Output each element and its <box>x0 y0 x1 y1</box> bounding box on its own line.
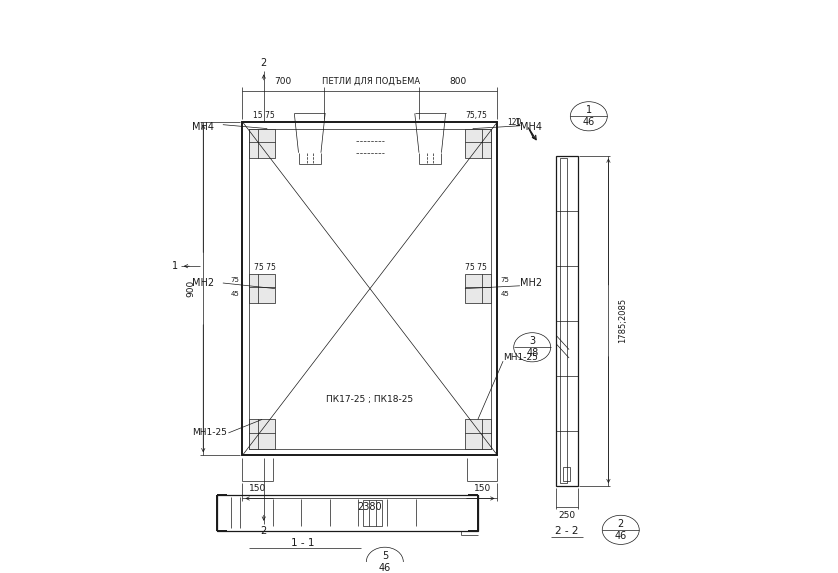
Bar <box>242 122 498 456</box>
Text: 3: 3 <box>529 336 535 346</box>
Text: 5: 5 <box>381 551 388 560</box>
Text: 75: 75 <box>501 277 510 283</box>
Bar <box>249 128 491 449</box>
Text: 150: 150 <box>473 484 491 493</box>
Text: МН1-25: МН1-25 <box>503 353 538 362</box>
Text: 1785;2085: 1785;2085 <box>618 299 627 343</box>
Text: 2: 2 <box>261 58 266 68</box>
Text: 45: 45 <box>501 292 510 297</box>
Bar <box>465 128 491 158</box>
Bar <box>562 468 570 481</box>
Text: 120: 120 <box>508 119 522 128</box>
Text: 75: 75 <box>230 277 239 283</box>
Text: 75,75: 75,75 <box>466 111 488 120</box>
Bar <box>465 419 491 449</box>
Text: 250: 250 <box>558 511 576 520</box>
Text: 46: 46 <box>582 117 595 127</box>
Bar <box>363 500 381 525</box>
Text: МН4: МН4 <box>192 123 214 132</box>
Text: 2 - 2: 2 - 2 <box>556 526 579 536</box>
Text: 800: 800 <box>450 77 467 86</box>
Bar <box>249 128 275 158</box>
Text: 75 75: 75 75 <box>465 263 487 272</box>
Text: 1: 1 <box>586 105 592 115</box>
Bar <box>465 274 491 303</box>
Text: ПЕТЛИ ДЛЯ ПОДЪЕМА: ПЕТЛИ ДЛЯ ПОДЪЕМА <box>323 77 421 86</box>
Bar <box>249 274 275 303</box>
Text: 150: 150 <box>249 484 266 493</box>
Text: 46: 46 <box>614 531 627 541</box>
Text: ПК17-25 ; ПК18-25: ПК17-25 ; ПК18-25 <box>327 395 413 404</box>
Text: 700: 700 <box>275 77 292 86</box>
Text: 2380: 2380 <box>358 503 382 512</box>
Text: 1: 1 <box>172 261 178 271</box>
Text: МН2: МН2 <box>192 278 215 288</box>
Text: 45: 45 <box>230 292 239 297</box>
Bar <box>560 158 567 484</box>
Text: МН1-25: МН1-25 <box>192 429 227 437</box>
Text: 2: 2 <box>261 526 266 536</box>
Text: 900: 900 <box>186 280 195 297</box>
Bar <box>556 155 577 486</box>
Text: 15 75: 15 75 <box>253 111 275 120</box>
Text: 1: 1 <box>515 118 521 128</box>
Text: 1 - 1: 1 - 1 <box>292 538 315 548</box>
Text: МН4: МН4 <box>520 123 542 132</box>
Bar <box>217 494 478 531</box>
Text: МН2: МН2 <box>520 278 542 288</box>
Text: 75 75: 75 75 <box>254 263 276 272</box>
Text: 46: 46 <box>379 563 391 573</box>
Text: 2: 2 <box>618 519 623 529</box>
Text: 48: 48 <box>526 348 538 358</box>
Bar <box>249 419 275 449</box>
